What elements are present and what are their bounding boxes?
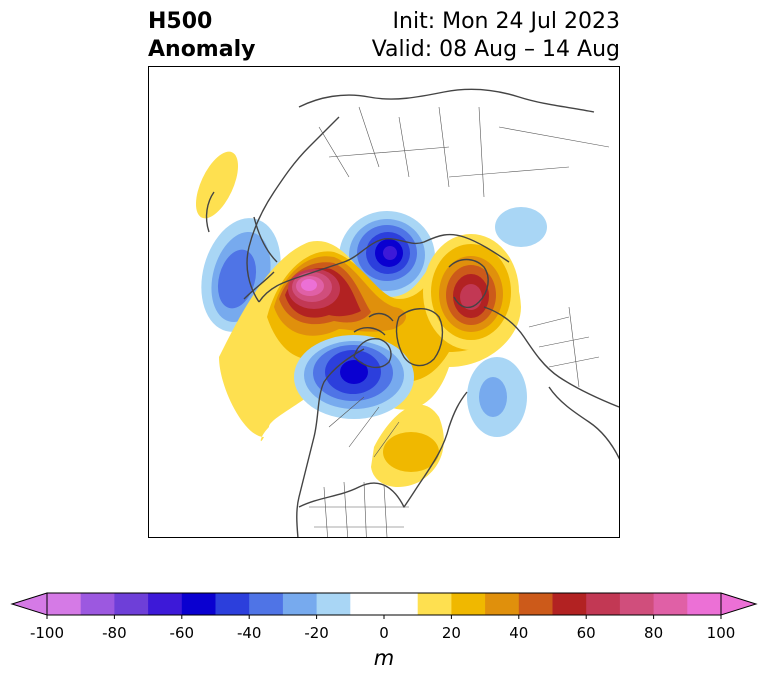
colorbar-tick-label: 100 [706,624,736,642]
colorbar-tick-label: -80 [102,624,127,642]
colorbar-tick-label: 80 [644,624,664,642]
anomaly-scandinavia-positive [423,234,519,350]
colorbar-segment [417,593,452,615]
political-borders [309,106,610,537]
colorbar-tick-label: -60 [169,624,195,642]
valid-period: Valid: 08 Aug – 14 Aug [371,37,620,62]
colorbar-over-arrow [720,592,758,616]
colorbar-tickmarks [46,615,722,619]
anomaly-eastern-us-positive [371,404,444,487]
colorbar-segment [619,593,655,615]
anomaly-fields [195,151,547,487]
colorbar-tick-label: -20 [304,624,329,642]
colorbar-tick-label: 0 [379,624,389,642]
coastlines [205,88,619,537]
colorbar-segment [485,593,520,615]
map-title: H500 Anomaly [148,8,255,64]
anomaly-pacific-north-positive [195,151,239,219]
colorbar-segment [282,593,318,615]
anomaly-siberia-negative [495,207,547,247]
colorbar-tick-label: 60 [576,624,596,642]
init-time: Init: Mon 24 Jul 2023 [392,9,620,34]
colorbar-segment [114,593,149,615]
colorbar-tick-label: 40 [509,624,529,642]
colorbar-tick-label: 20 [441,624,461,642]
colorbar-tick-label: -100 [29,624,65,642]
colorbar-segment [47,593,82,615]
colorbar-segment [451,593,486,615]
colorbar-segment [586,593,621,615]
colorbar-segment [653,593,688,615]
colorbar-segment [215,593,250,615]
colorbar-segment [552,593,587,615]
colorbar [10,592,758,619]
colorbar-tick-label: -40 [236,624,262,642]
colorbar-segment [518,593,553,615]
anomaly-atlantic-negative [467,357,527,437]
colorbar-segment [316,593,351,615]
colorbar-segments [47,593,722,615]
colorbar-segment [687,593,722,615]
colorbar-segment [80,593,115,615]
colorbar-segment [181,593,216,615]
colorbar-unit: m [373,646,395,670]
anomaly-map [148,66,620,538]
colorbar-segment [350,593,385,615]
colorbar-segment [148,593,183,615]
colorbar-segment [384,593,419,615]
colorbar-under-arrow [10,592,48,616]
run-info: Init: Mon 24 Jul 2023 Valid: 08 Aug – 14… [372,8,620,64]
map-title-line1: H500 [148,9,213,34]
colorbar-segment [249,593,284,615]
anomaly-canada-negative [294,335,414,419]
map-title-line2: Anomaly [148,37,256,62]
anomaly-map-svg [195,88,619,537]
